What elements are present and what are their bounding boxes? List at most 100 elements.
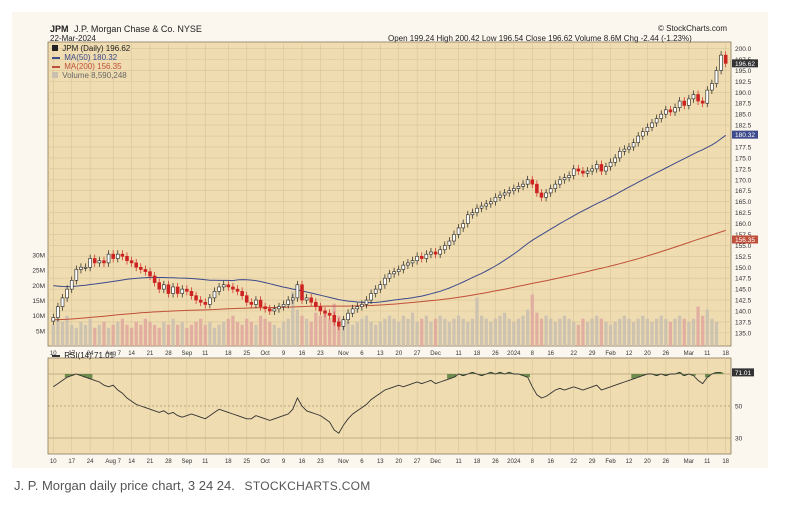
- volume-bar: [420, 318, 424, 346]
- volume-bar: [235, 321, 240, 346]
- rsi-tick-label: 30: [735, 436, 743, 443]
- candle-body: [447, 240, 452, 246]
- candle-body: [438, 249, 442, 255]
- candle-body: [539, 192, 544, 198]
- candle-body: [387, 273, 392, 279]
- volume-bar: [627, 318, 631, 346]
- candle-body: [424, 253, 429, 259]
- volume-bar: [208, 321, 212, 346]
- volume-bar: [277, 327, 281, 346]
- price-tick-label: 145.0: [735, 287, 752, 294]
- volume-bar: [341, 318, 346, 346]
- candle-body: [585, 170, 590, 174]
- x-tick-label: 26: [492, 351, 499, 357]
- volume-bar: [535, 312, 539, 346]
- candle-body: [277, 306, 281, 310]
- legend-ma50-swatch: [52, 56, 60, 59]
- candle-body: [650, 122, 654, 128]
- candle-body: [208, 297, 212, 305]
- legend-ma50: MA(50) 180.32: [52, 53, 117, 62]
- candle-body: [314, 301, 318, 307]
- volume-bar: [254, 324, 258, 346]
- volume-bar: [374, 324, 378, 346]
- legend-ma50-label: MA(50) 180.32: [64, 53, 118, 62]
- candle-body: [171, 286, 175, 294]
- x-tick-label: 16: [299, 351, 306, 357]
- volume-bar: [397, 321, 401, 346]
- volume-bar: [701, 315, 705, 346]
- candle-body: [106, 253, 111, 264]
- candle-body: [304, 297, 309, 301]
- candle-body: [535, 183, 539, 194]
- volume-bar: [443, 318, 447, 346]
- volume-bar: [530, 294, 534, 346]
- candle-body: [355, 306, 360, 310]
- company-name: J.P. Morgan Chase & Co. NYSE: [74, 24, 202, 34]
- volume-bar: [650, 321, 654, 346]
- rsi-label: RSI(14) 71.01: [52, 351, 114, 360]
- price-tick-label: 142.5: [735, 298, 752, 305]
- volume-bar: [636, 318, 640, 346]
- rsi-x-tick-label: 26: [662, 459, 669, 465]
- candle-body: [466, 214, 470, 224]
- volume-bar: [162, 321, 166, 346]
- volume-bar: [595, 315, 599, 346]
- volume-bar: [562, 315, 567, 346]
- candle-body: [309, 297, 313, 303]
- volume-bar: [355, 321, 359, 346]
- x-tick-label: Oct: [260, 351, 270, 357]
- volume-bar: [97, 324, 101, 346]
- candle-body: [83, 266, 88, 269]
- rsi-x-tick-label: 23: [317, 459, 324, 465]
- rsi-x-tick-label: 24: [87, 459, 94, 465]
- rsi-x-tick-label: 20: [644, 459, 651, 465]
- volume-bar: [539, 318, 544, 346]
- ma200-value-tag: 156.35: [735, 237, 755, 244]
- volume-bar: [668, 321, 673, 346]
- volume-bar: [484, 318, 488, 346]
- volume-bar: [475, 297, 479, 346]
- candle-body: [682, 100, 687, 106]
- rsi-x-tick-label: 16: [299, 459, 306, 465]
- volume-bar: [452, 318, 456, 346]
- price-tick-label: 175.0: [735, 155, 752, 162]
- candle-body: [723, 54, 728, 64]
- brand-label: © StockCharts.com: [658, 24, 728, 33]
- volume-bar: [572, 321, 576, 346]
- rsi-x-tick-label: Mar: [684, 459, 694, 465]
- price-tick-label: 185.0: [735, 112, 752, 119]
- x-tick-label: 11: [202, 351, 209, 357]
- candle-body: [710, 83, 714, 91]
- candle-body: [664, 109, 668, 115]
- candle-body: [346, 312, 350, 321]
- candle-body: [254, 299, 258, 305]
- candle-body: [300, 284, 304, 301]
- price-tick-label: 170.0: [735, 177, 752, 184]
- volume-bar: [438, 315, 442, 346]
- candle-body: [157, 282, 162, 290]
- price-tick-label: 155.0: [735, 243, 752, 250]
- last-price-tag-bg: [732, 59, 758, 68]
- price-tick-label: 150.0: [735, 265, 752, 272]
- volume-bar: [590, 318, 594, 346]
- volume-bar: [176, 324, 180, 346]
- candle-body: [295, 284, 300, 299]
- candle-body: [97, 260, 102, 264]
- volume-bar: [157, 327, 161, 346]
- candle-body: [166, 284, 171, 294]
- rsi-x-tick-label: 12: [626, 459, 633, 465]
- volume-bar: [645, 318, 650, 346]
- volume-bar: [295, 309, 300, 346]
- candle-body: [116, 253, 120, 259]
- candle-body: [327, 312, 332, 316]
- candle-body: [189, 291, 194, 296]
- rsi-x-tick-label: 28: [165, 459, 172, 465]
- volume-bar: [281, 321, 286, 346]
- volume-bar: [691, 318, 696, 346]
- volume-bar: [696, 306, 700, 346]
- rsi-x-tick-label: Sep: [182, 459, 193, 465]
- x-tick-label: 12: [626, 351, 633, 357]
- x-tick-label: 8: [531, 351, 535, 357]
- volume-bar: [328, 318, 332, 346]
- volume-bar: [470, 318, 475, 346]
